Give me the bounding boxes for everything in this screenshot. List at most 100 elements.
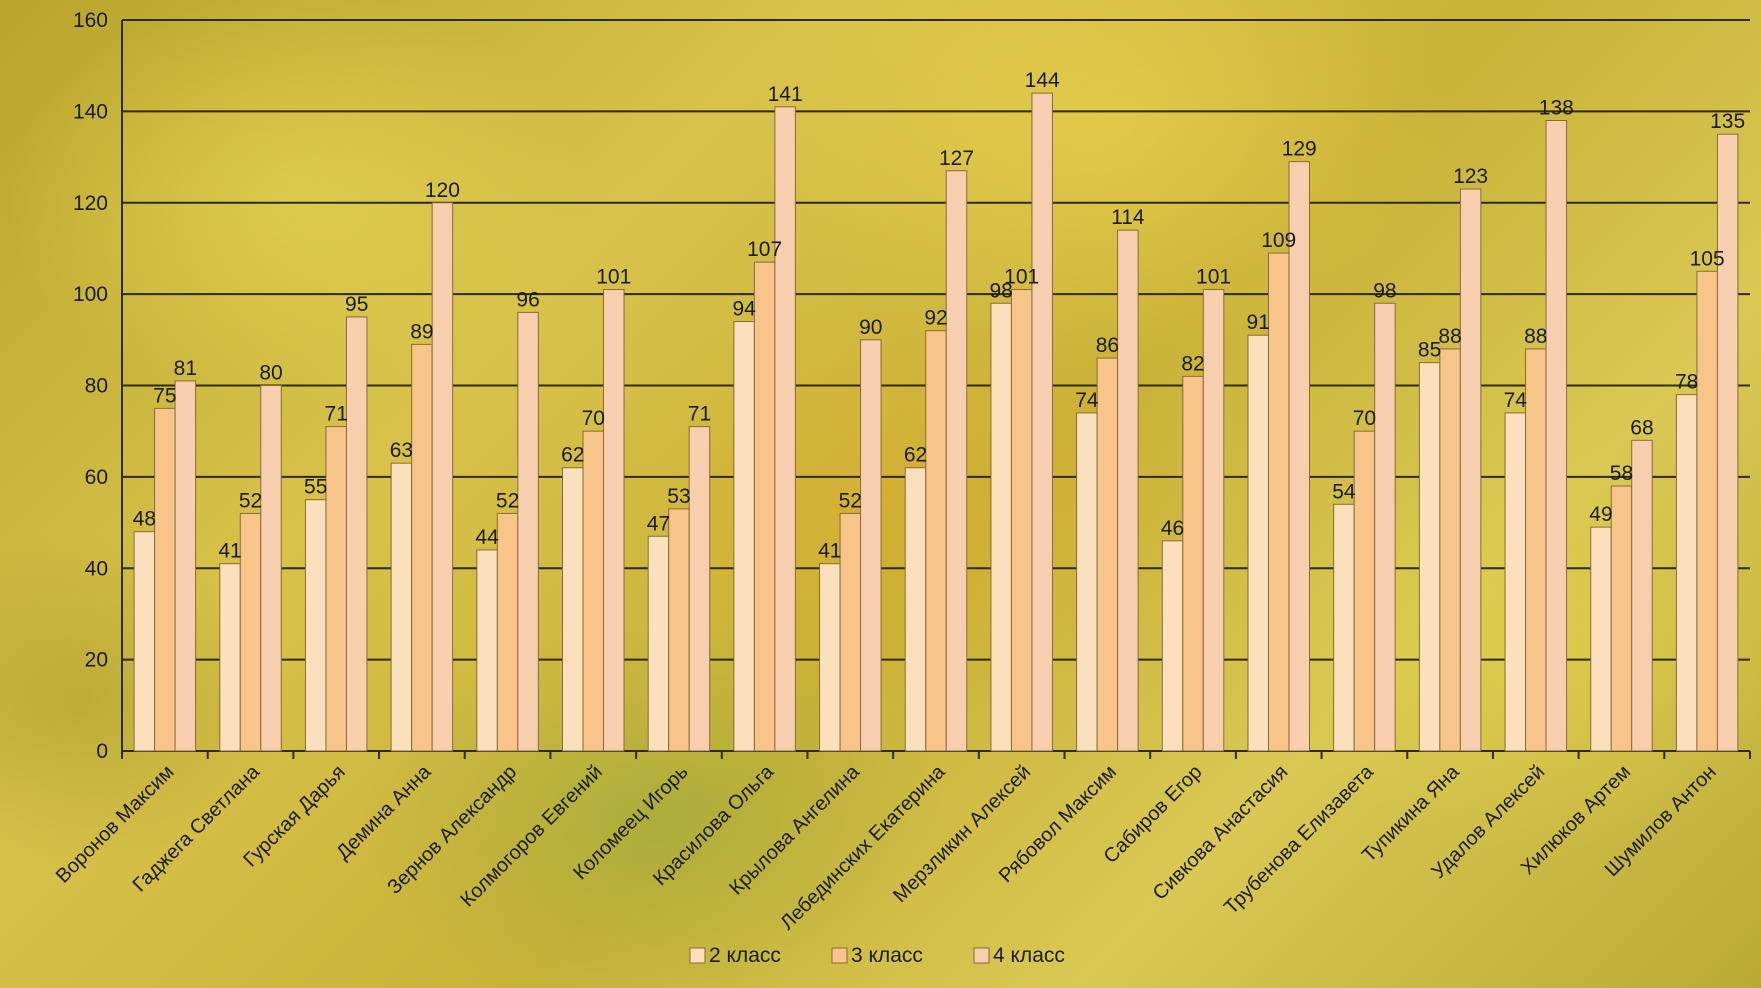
- data-label: 129: [1282, 138, 1317, 161]
- legend-label: 2 класс: [709, 944, 781, 967]
- data-label: 141: [768, 83, 803, 106]
- legend-swatch: [689, 947, 706, 964]
- bar: [860, 339, 882, 752]
- data-label: 62: [904, 444, 927, 467]
- y-tick-label: 60: [85, 466, 108, 489]
- legend-swatch: [973, 947, 990, 964]
- data-label: 53: [667, 485, 690, 508]
- bar: [1267, 252, 1290, 752]
- bar: [1545, 120, 1568, 752]
- bar: [390, 462, 413, 752]
- data-label: 89: [410, 320, 433, 343]
- data-label: 123: [1453, 165, 1488, 188]
- bar: [260, 385, 282, 752]
- data-label: 52: [239, 489, 262, 512]
- data-label: 88: [1524, 325, 1547, 348]
- bar: [1010, 289, 1033, 752]
- bar: [562, 467, 584, 752]
- data-label: 101: [596, 266, 631, 289]
- data-label: 98: [990, 279, 1013, 302]
- bar: [1439, 348, 1461, 752]
- bar: [1096, 357, 1119, 752]
- bar: [925, 330, 947, 752]
- bar: [1333, 503, 1355, 752]
- data-label: 78: [1675, 371, 1698, 394]
- data-label: 70: [1353, 407, 1376, 430]
- bar: [133, 531, 156, 752]
- bar: [517, 311, 539, 752]
- bar: [1353, 430, 1376, 752]
- data-label: 71: [325, 403, 348, 426]
- bar: [1076, 412, 1098, 752]
- bar: [1696, 270, 1718, 752]
- y-tick-label: 40: [85, 557, 108, 580]
- bar: [1525, 348, 1547, 752]
- bar: [1288, 161, 1310, 752]
- bar: [1459, 188, 1482, 752]
- data-label: 107: [747, 238, 782, 261]
- data-label: 41: [818, 540, 841, 563]
- bar: [431, 202, 454, 752]
- data-label: 101: [1196, 266, 1231, 289]
- bar: [476, 549, 498, 752]
- bar: [1716, 133, 1739, 752]
- bar: [668, 508, 690, 752]
- bar: [733, 321, 755, 752]
- data-label: 85: [1418, 339, 1441, 362]
- bar: [1418, 362, 1441, 752]
- data-label: 41: [218, 540, 241, 563]
- bar: [174, 380, 197, 752]
- data-label: 62: [561, 444, 584, 467]
- data-label: 92: [924, 307, 947, 330]
- data-label: 54: [1332, 480, 1356, 503]
- bar: [990, 302, 1012, 752]
- bar: [603, 289, 625, 752]
- data-label: 49: [1589, 503, 1612, 526]
- data-label: 86: [1096, 334, 1119, 357]
- data-label: 101: [1004, 266, 1039, 289]
- y-tick-label: 120: [73, 192, 108, 215]
- data-label: 68: [1630, 416, 1653, 439]
- data-label: 114: [1111, 206, 1145, 229]
- data-label: 80: [259, 362, 282, 385]
- bar: [154, 407, 176, 752]
- bar: [774, 106, 796, 752]
- data-label: 81: [174, 357, 197, 380]
- x-category-label: Лебединских Екатерина: [776, 760, 950, 934]
- data-label: 95: [345, 293, 368, 316]
- data-label: 52: [496, 489, 519, 512]
- bar: [1610, 485, 1633, 752]
- bar: [219, 563, 241, 752]
- y-tick-label: 0: [96, 740, 108, 763]
- data-label: 105: [1690, 247, 1725, 270]
- data-label: 74: [1504, 389, 1528, 412]
- bar: [1675, 394, 1698, 752]
- bar: [411, 343, 433, 752]
- data-label: 96: [516, 288, 539, 311]
- bar: [1631, 439, 1653, 752]
- data-labels: 48 75 81 41 52 80 55 71 95 63 89 120 44 52 96 62 70 101 47…: [133, 69, 1746, 563]
- data-label: 135: [1710, 110, 1745, 133]
- data-label: 90: [859, 316, 882, 339]
- bar: [753, 261, 776, 752]
- bar: [304, 499, 327, 752]
- data-label: 71: [688, 403, 711, 426]
- data-label: 91: [1247, 311, 1270, 334]
- bar: [1117, 229, 1139, 752]
- bar: [1247, 334, 1269, 752]
- x-category-label: Трубенова Елизавета: [1220, 760, 1378, 918]
- data-label: 48: [133, 508, 156, 531]
- bar: [1504, 412, 1527, 752]
- data-label: 82: [1181, 352, 1204, 375]
- data-label: 44: [475, 526, 499, 549]
- bar: [239, 512, 262, 752]
- data-label: 47: [647, 512, 670, 535]
- data-label: 70: [582, 407, 605, 430]
- bar: [1161, 540, 1184, 752]
- data-label: 144: [1025, 69, 1060, 92]
- data-label: 94: [732, 298, 756, 321]
- bar: [819, 563, 841, 752]
- data-label: 63: [390, 439, 413, 462]
- bar: [1202, 289, 1225, 752]
